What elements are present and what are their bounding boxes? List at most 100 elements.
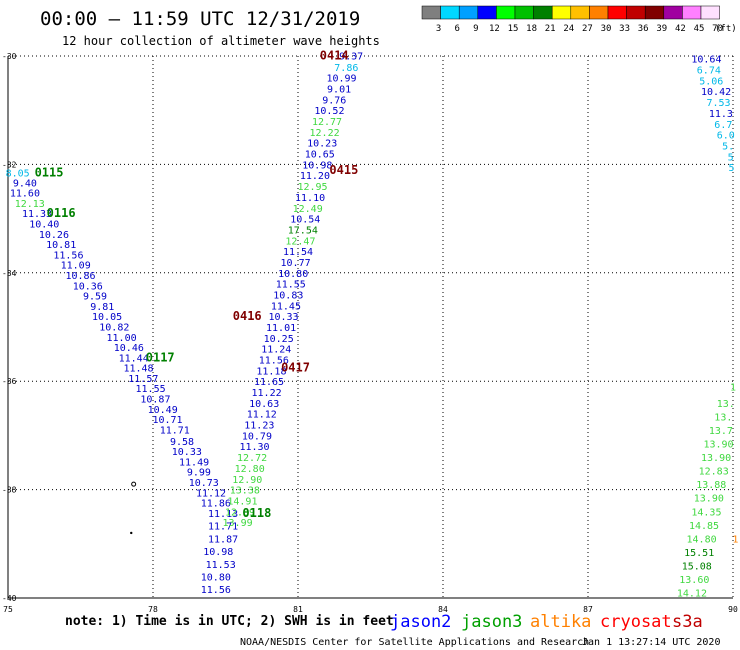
swh-data-label: 11.44 [119,353,149,364]
swh-data-label: 1 [730,383,736,394]
swh-data-label: 14.80 [687,534,717,545]
swh-data-label: 10.40 [29,219,59,230]
satellite-legend: jason2 jason3 altika cryosat s3a [390,612,703,632]
swh-data-label: 10.33 [268,312,298,323]
swh-data-label: 10.77 [281,258,311,269]
swh-data-label: 5. [722,141,734,152]
colorbar-swatch [551,5,572,20]
legend-jason2: jason2 [390,612,451,632]
swh-data-label: 12.69 [225,507,255,518]
swh-data-label: 11.65 [254,377,284,388]
swh-data-label: 9.40 [13,178,37,189]
swh-data-label: 10.64 [691,55,721,66]
swh-data-label: 11.56 [201,585,231,596]
swh-data-label: 15.08 [682,561,712,572]
swh-data-label: 10.81 [46,240,76,251]
swh-data-label: 11.12 [196,488,226,499]
footnote: note: 1) Time is in UTC; 2) SWH is in fe… [65,614,394,629]
circle-marker [131,481,137,487]
swh-data-label: 12.72 [237,453,267,464]
swh-data-label: 10.33 [172,447,202,458]
colorbar-label: 18 [526,24,537,34]
swh-data-label: 12.13 [15,199,45,210]
swh-data-label: 13.99 [223,518,253,529]
swh-data-label: 5 [728,152,734,163]
swh-data-label: 1 [732,534,738,545]
swh-data-label: 5 [729,163,735,174]
swh-data-label: 10.65 [305,150,335,161]
chart-title: 00:00 – 11:59 UTC 12/31/2019 [40,8,360,30]
x-tick-label: 75 [3,605,13,614]
swh-data-label: 11.87 [208,534,238,545]
pass-label: 0417 [281,361,310,375]
swh-data-label: 11.54 [283,247,313,258]
swh-data-label: 13.60 [679,575,709,586]
swh-data-label: 13.90 [703,440,733,451]
swh-data-label: 10.05 [92,312,122,323]
swh-data-label: 10.80 [278,269,308,280]
x-tick-label: 78 [148,605,158,614]
colorbar-swatch [700,5,720,20]
swh-data-label: 10.80 [201,572,231,583]
y-tick-label: -34 [2,269,17,278]
swh-data-label: 17.54 [288,225,318,236]
swh-data-label: 11.45 [271,301,301,312]
swh-data-label: 11.01 [266,323,296,334]
timestamp: Jan 1 13:27:14 UTC 2020 [582,637,720,648]
swh-data-label: 11.71 [208,521,238,532]
data-marks: 8.059.4011.6012.1311.3310.4010.2610.8111… [6,48,739,599]
swh-data-label: 12.80 [235,464,265,475]
colorbar-label: 33 [619,24,630,34]
swh-data-label: 10.79 [242,431,272,442]
swh-data-label: 11.71 [160,425,190,436]
swh-data-label: 9.58 [170,437,194,448]
pass-label: 0117 [146,350,175,364]
swh-data-label: 9.81 [90,302,114,313]
swh-data-label: 11.86 [201,499,231,510]
y-tick-label: -32 [2,160,17,169]
swh-data-label: 10.42 [701,87,731,98]
swh-data-label: 10.71 [152,415,182,426]
swh-data-label: 11.10 [295,193,325,204]
swh-data-label: 14.85 [689,521,719,532]
swh-data-label: 10.98 [302,160,332,171]
colorbar-swatch [440,5,460,20]
pass-label: 0118 [242,506,271,520]
colorbar-swatch [682,5,702,20]
swh-data-label: 12.77 [312,117,342,128]
colorbar-swatch [663,5,683,20]
swh-data-label: 9.01 [327,85,351,96]
swh-data-label: 6.74 [697,66,721,77]
colorbar-label: 24 [563,24,574,34]
swh-data-label: 11.24 [261,345,291,356]
dot-marker [130,531,133,535]
swh-data-label: 14.35 [691,507,721,518]
swh-data-label: 10.82 [99,322,129,333]
swh-data-label: 10.83 [273,290,303,301]
swh-data-label: 10.25 [264,334,294,345]
x-tick-label: 87 [583,605,593,614]
swh-data-label: 13. [717,399,735,410]
swh-data-label: 10.36 [73,281,103,292]
swh-data-label: 10.63 [249,399,279,410]
colorbar-swatch [477,5,497,20]
swh-data-label: 12.49 [293,204,323,215]
colorbar-swatch [607,5,627,20]
x-tick-label: 84 [438,605,448,614]
swh-data-label: 10.98 [203,547,233,558]
y-tick-label: -30 [2,52,17,61]
swh-data-label: 10.46 [114,343,144,354]
swh-data-label: 10.26 [39,230,69,241]
swh-data-label: 8.05 [6,169,30,180]
pass-label: 0116 [47,206,76,220]
legend-jason3: jason3 [461,612,522,632]
swh-data-label: 12.83 [699,467,729,478]
swh-data-label: 11.13 [208,509,238,520]
swh-data-label: 13. [714,412,732,423]
colorbar-swatch [496,5,516,20]
colorbar-label: 12 [489,24,500,34]
credit-text: NOAA/NESDIS Center for Satellite Applica… [240,637,589,648]
colorbar-swatch [458,5,479,20]
colorbar-swatch [533,5,553,20]
